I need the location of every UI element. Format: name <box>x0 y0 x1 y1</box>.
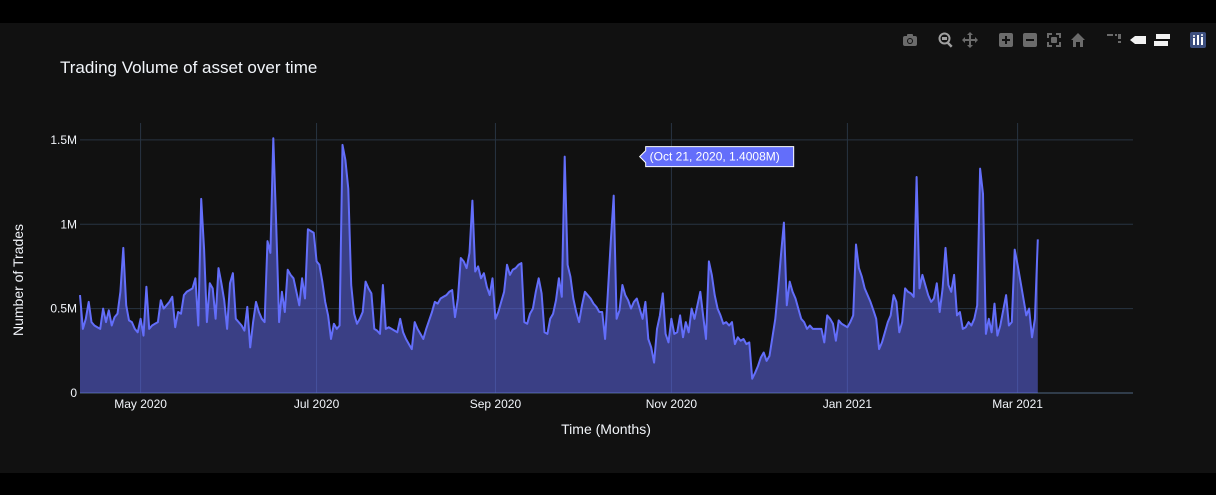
x-tick-label: Nov 2020 <box>646 397 698 411</box>
series-area-fill <box>80 138 1038 393</box>
hover-compare-icon[interactable] <box>1152 30 1172 50</box>
autoscale-icon[interactable] <box>1044 30 1064 50</box>
x-tick-label: Jan 2021 <box>823 397 873 411</box>
modebar <box>900 30 1208 50</box>
spike-lines-icon[interactable] <box>1104 30 1124 50</box>
chart-area: 0 0.5M 1M 1.5M May 2020 Jul 2020 Sep 2020 Nov 2… <box>0 23 1216 473</box>
hover-tooltip: (Oct 21, 2020, 1.4008M) <box>638 146 795 168</box>
tooltip-box <box>638 146 795 168</box>
y-axis-title: Number of Trades <box>10 224 26 336</box>
y-tick-label: 0.5M <box>50 302 77 316</box>
y-tick-label: 0 <box>70 386 77 400</box>
x-tick-label: May 2020 <box>114 397 167 411</box>
series-layer <box>79 137 1039 393</box>
chart-svg: 0 0.5M 1M 1.5M May 2020 Jul 2020 Sep 2020 Nov 2… <box>10 58 1133 437</box>
reset-axes-icon[interactable] <box>1068 30 1088 50</box>
pan-icon[interactable] <box>960 30 980 50</box>
chart-title: Trading Volume of asset over time <box>60 58 317 77</box>
zoom-out-icon[interactable] <box>1020 30 1040 50</box>
y-tick-label: 1.5M <box>50 133 77 147</box>
x-tick-label: Mar 2021 <box>992 397 1043 411</box>
zoom-icon[interactable] <box>936 30 956 50</box>
x-tick-label: Jul 2020 <box>294 397 340 411</box>
tooltip-text: (Oct 21, 2020, 1.4008M) <box>650 150 780 164</box>
series-line <box>79 137 1039 380</box>
y-tick-label: 1M <box>60 217 77 231</box>
x-axis-title: Time (Months) <box>561 421 651 437</box>
zoom-in-icon[interactable] <box>996 30 1016 50</box>
tick-layer: 0 0.5M 1M 1.5M May 2020 Jul 2020 Sep 2020 Nov 2… <box>50 133 1043 411</box>
camera-icon[interactable] <box>900 30 920 50</box>
x-tick-label: Sep 2020 <box>470 397 522 411</box>
hover-closest-icon[interactable] <box>1128 30 1148 50</box>
plotly-logo-icon[interactable] <box>1188 30 1208 50</box>
